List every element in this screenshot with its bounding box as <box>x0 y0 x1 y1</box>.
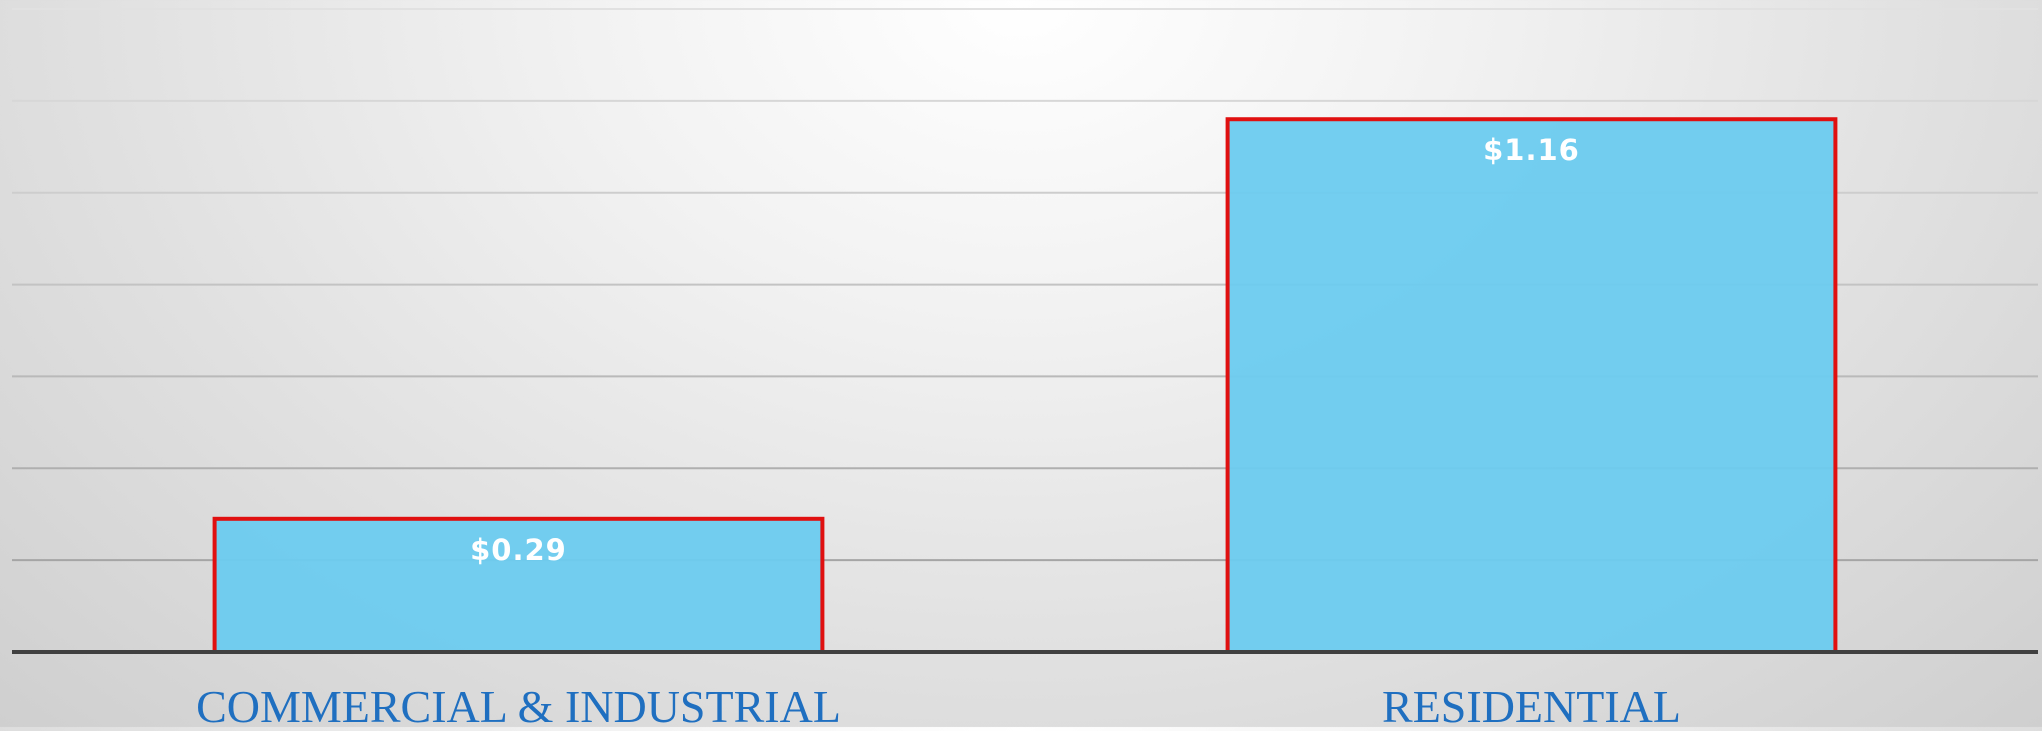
bar <box>1225 117 1838 654</box>
x-tick-label: COMMERCIAL & INDUSTRIAL <box>196 681 841 727</box>
data-label: $1.16 <box>1483 133 1580 167</box>
data-label: $0.29 <box>470 533 567 567</box>
x-tick-label: RESIDENTIAL <box>1382 681 1681 727</box>
bars <box>212 117 1838 654</box>
gridlines <box>12 8 2038 562</box>
labels: $0.29 COMMERCIAL & INDUSTRIAL $1.16 RESIDEN… <box>196 133 1681 731</box>
